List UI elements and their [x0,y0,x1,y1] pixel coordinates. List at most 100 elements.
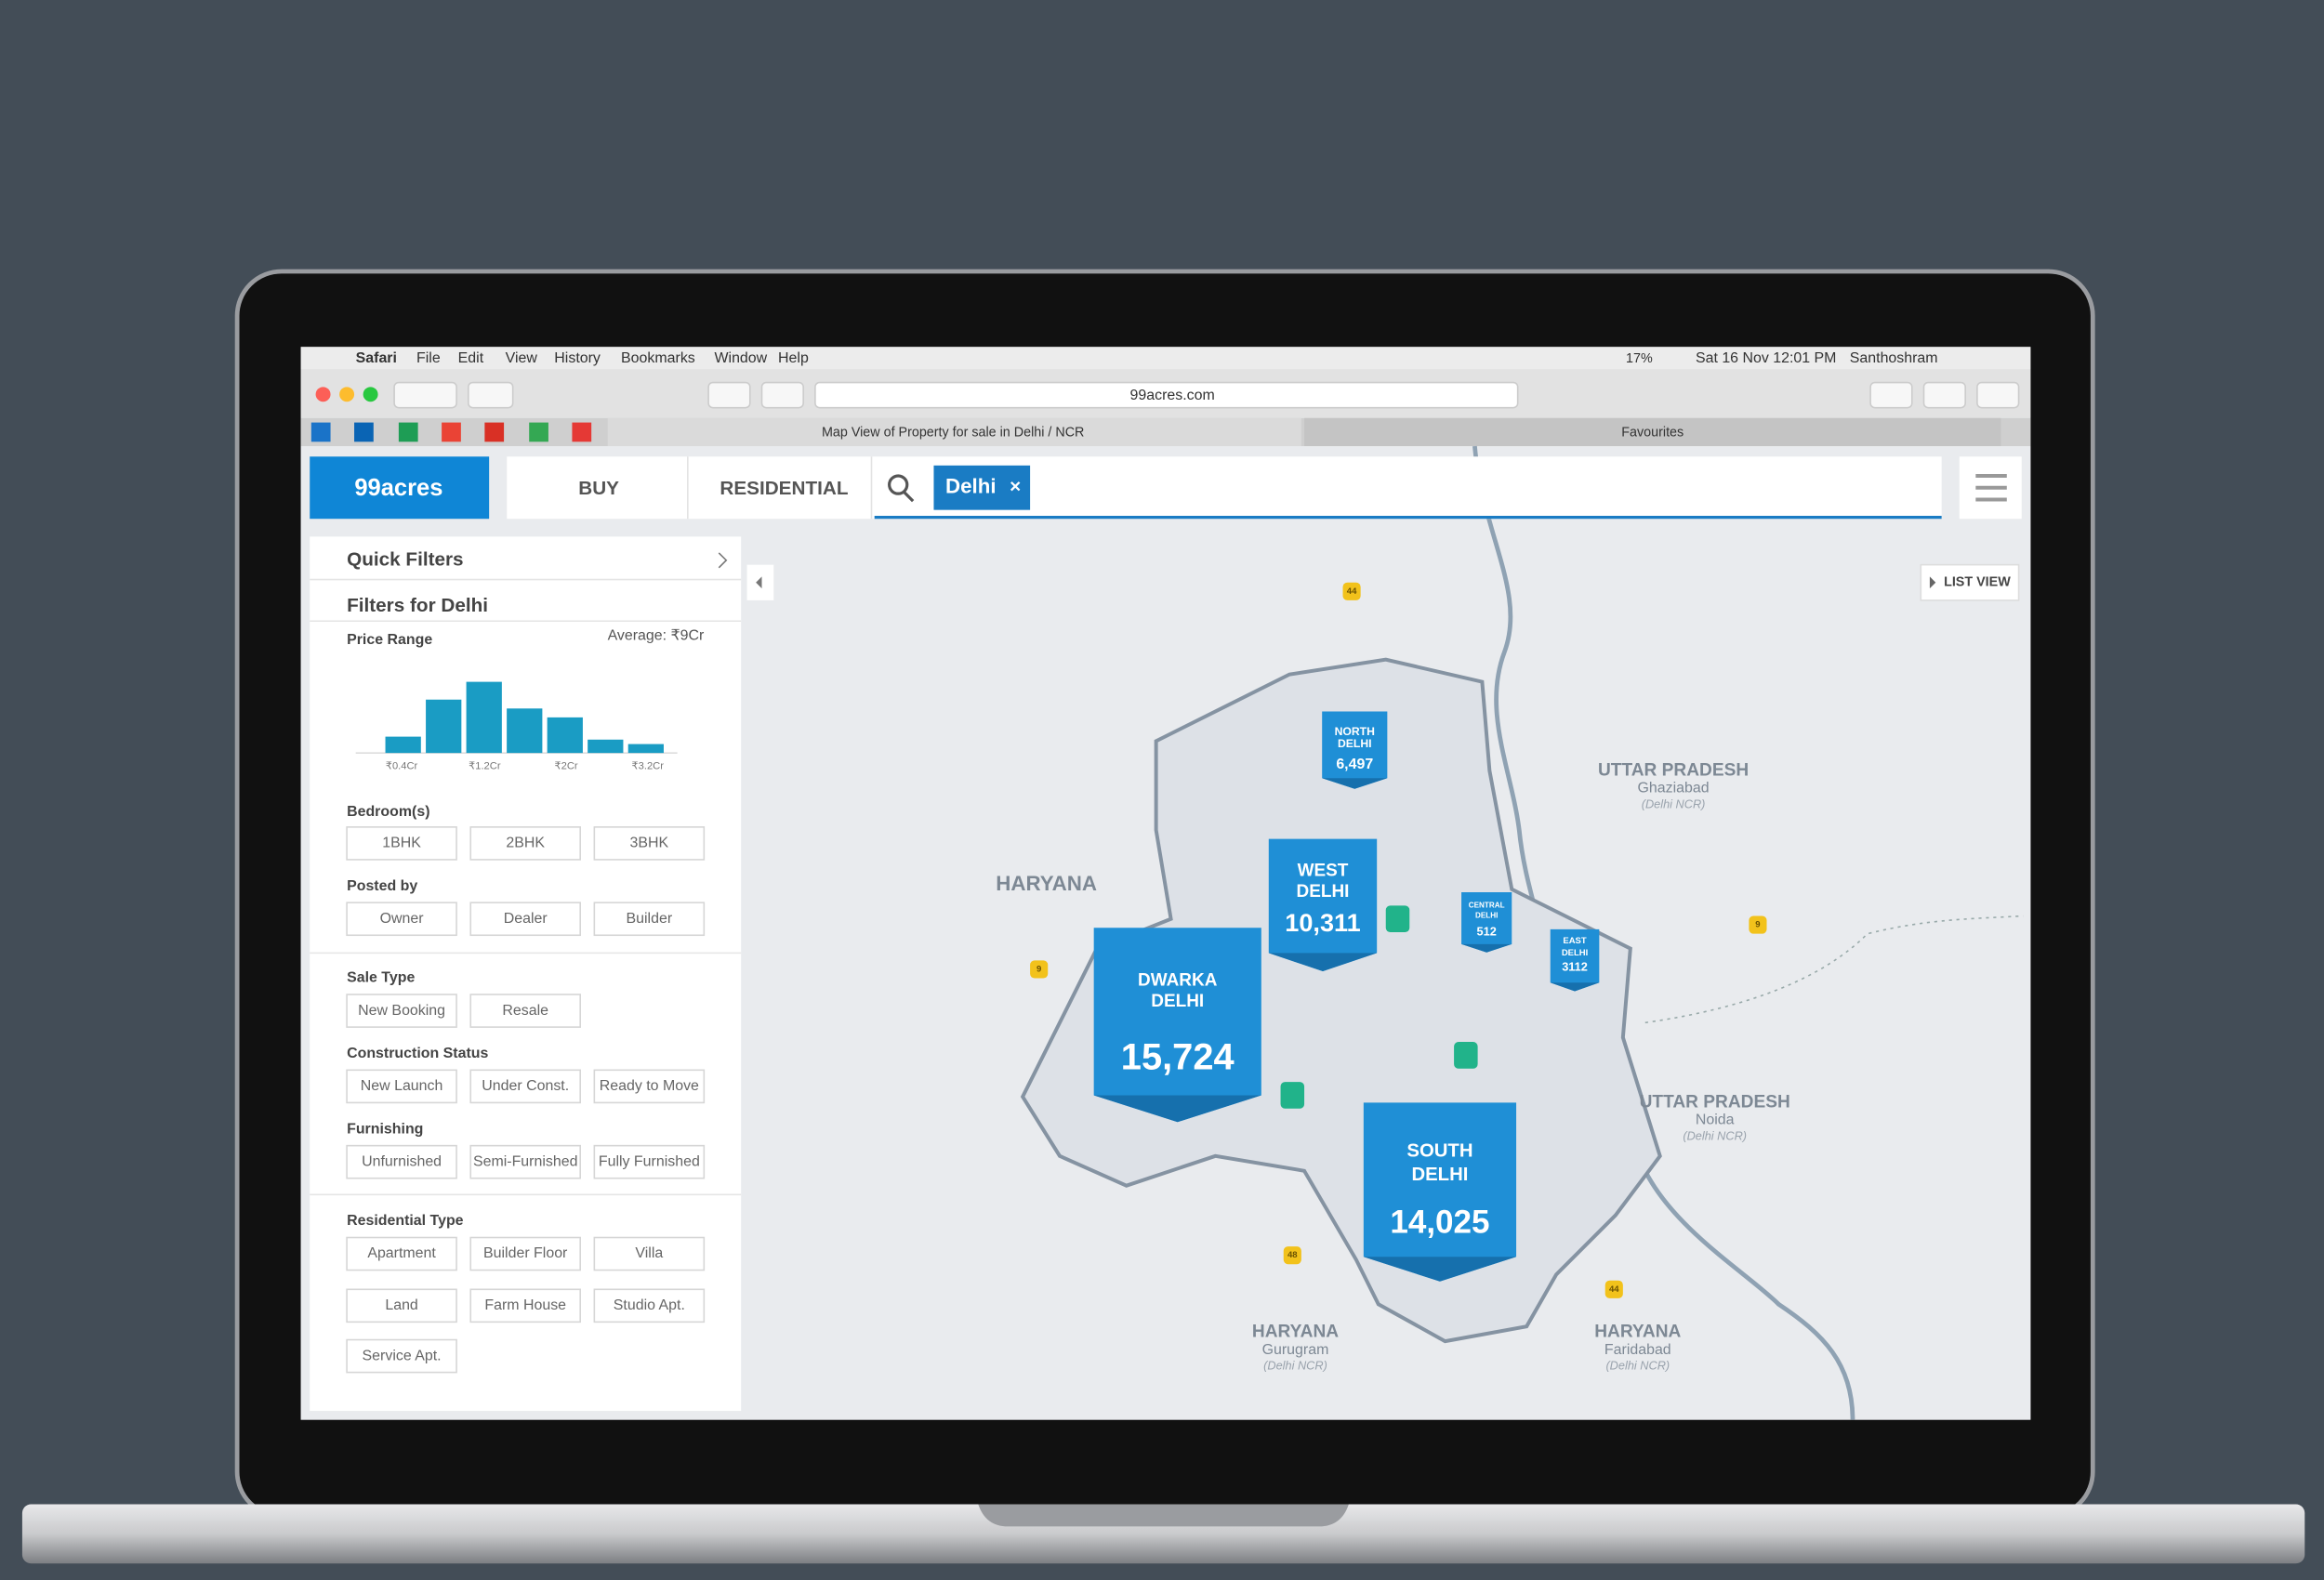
tabs-button[interactable] [1976,381,2020,409]
region-marker[interactable] [1093,928,1261,1123]
nav-item[interactable]: BUY [578,478,619,499]
location-chip[interactable] [933,465,1031,510]
option-label: Dealer [504,911,548,927]
filter-option[interactable] [346,1236,457,1271]
place-name: HARYANA [996,872,1097,895]
nav-item[interactable]: RESIDENTIAL [720,478,848,499]
place-city: Noida [1696,1113,1735,1128]
menu-item[interactable]: Edit [458,350,484,366]
list-view-label[interactable]: LIST VIEW [1944,575,2011,590]
option-label: 1BHK [382,836,421,851]
filter-option[interactable] [593,1288,706,1323]
filter-option[interactable] [469,1288,581,1323]
filter-option[interactable] [346,994,457,1028]
filter-option[interactable] [346,1144,457,1179]
region-count: 512 [1477,924,1497,938]
search-bar[interactable] [507,456,1942,520]
filter-option[interactable] [593,1236,706,1271]
menu-item[interactable]: File [416,350,441,366]
place-name: HARYANA [1594,1323,1681,1342]
tab[interactable] [1304,417,2001,447]
state-border [1644,915,2024,1024]
list-view-button[interactable] [1920,563,2020,601]
minimize-button[interactable] [339,387,355,402]
logo-box[interactable] [310,456,490,520]
region-count: 6,497 [1336,757,1373,772]
histogram-bar[interactable] [426,699,462,754]
region-marker[interactable] [1461,892,1512,953]
address-bar[interactable] [814,381,1519,409]
histogram-bar[interactable] [466,681,502,754]
histogram-bar[interactable] [385,736,421,754]
pocket-button[interactable] [707,381,751,409]
menu-item[interactable]: View [506,350,538,366]
chevron[interactable] [718,552,728,569]
place-note: (Delhi NCR) [1263,1359,1327,1373]
filter-option[interactable] [469,902,581,937]
search-icon [888,474,915,503]
download-button[interactable] [1869,381,1913,409]
histogram-bar[interactable] [588,739,624,754]
sidebar-button[interactable] [468,381,514,409]
tab-title[interactable]: Map View of Property for sale in Delhi /… [822,426,1084,441]
list-view-arrow [1929,576,1936,589]
menu-item[interactable]: Help [778,350,809,366]
filter-option[interactable] [593,1144,706,1179]
region-marker[interactable] [1322,711,1388,789]
filter-option[interactable] [346,902,457,937]
highway-marker [1604,1280,1623,1298]
poi-icon[interactable] [1280,1082,1305,1109]
option-label: New Booking [358,1003,445,1019]
filter-option[interactable] [469,1069,581,1104]
highway-marker [1342,582,1361,600]
filter-option[interactable] [469,1236,581,1271]
region-marker[interactable] [1363,1102,1517,1282]
filter-option[interactable] [593,902,706,937]
battery: 17% [1626,351,1653,366]
highway-number: 44 [1347,586,1357,597]
filter-option[interactable] [346,1069,457,1104]
histogram-bar[interactable] [627,744,664,754]
filter-option[interactable] [469,826,581,861]
menu-item[interactable]: Window [714,350,767,366]
zoom-button[interactable] [363,387,378,402]
filter-option[interactable] [469,1144,581,1179]
filter-option[interactable] [469,994,581,1028]
share-button[interactable] [1922,381,1966,409]
filter-option[interactable] [346,826,457,861]
nav-buttons[interactable] [393,381,457,409]
option-label: Owner [380,911,425,927]
filter-option[interactable] [593,1069,706,1104]
menu-item[interactable]: History [554,350,601,366]
chip-label: Delhi [945,475,997,498]
logo[interactable]: 99acres [354,475,442,501]
filter-option[interactable] [593,826,706,861]
filter-option[interactable] [346,1338,457,1374]
tab-active[interactable] [607,417,1301,447]
chip-close[interactable]: × [1010,476,1021,497]
highway-marker [1030,960,1049,979]
menu-item[interactable]: Bookmarks [621,350,695,366]
poi-icon[interactable] [1454,1042,1478,1069]
option-label: Builder [627,911,673,927]
histogram-bar[interactable] [507,708,543,754]
region-name: DELHI [1297,882,1350,902]
region-marker[interactable] [1550,928,1600,992]
user-name[interactable]: Santhoshram [1850,350,1938,366]
option-label: 3BHK [630,836,669,851]
histogram-bar[interactable] [547,717,583,754]
poi-icon[interactable] [1385,905,1410,933]
tab-title[interactable]: Favourites [1621,426,1684,441]
region-count: 15,724 [1121,1037,1235,1078]
clock: Sat 16 Nov 12:01 PM [1696,350,1836,366]
filter-option[interactable] [346,1288,457,1323]
close-button[interactable] [315,387,331,402]
highway-number: 9 [1037,964,1041,974]
section-title[interactable]: Quick Filters [347,548,464,570]
app-menu[interactable]: Safari [356,350,397,366]
region-name: EAST [1563,936,1586,946]
region-marker[interactable] [1268,838,1378,972]
option-label: Studio Apt. [614,1297,685,1313]
region-name: SOUTH [1406,1140,1472,1161]
extension-button[interactable] [760,381,804,409]
